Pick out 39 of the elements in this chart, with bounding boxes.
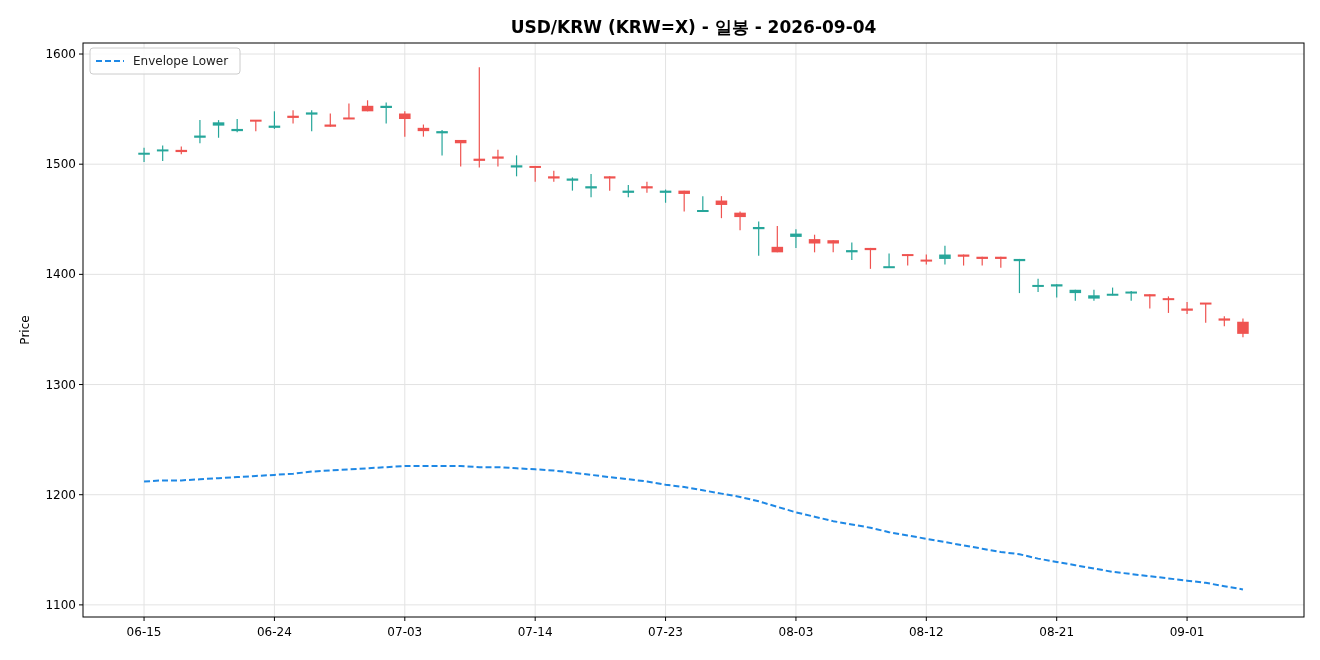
candlestick [641, 181, 653, 194]
y-tick-label: 1600 [45, 47, 76, 62]
x-tick-label: 06-15 [126, 625, 162, 639]
x-tick-label: 06-24 [256, 625, 292, 639]
candlestick [194, 119, 206, 144]
candlestick [343, 103, 355, 120]
candlestick [1199, 302, 1212, 324]
candlestick [585, 173, 597, 198]
candlestick [1181, 301, 1193, 315]
candlestick [1032, 278, 1044, 293]
x-tick-label: 08-21 [1039, 625, 1075, 639]
candlestick [492, 149, 504, 167]
candlestick [399, 110, 411, 138]
legend: Envelope Lower [89, 47, 241, 75]
x-tick-label: 09-01 [1169, 625, 1205, 639]
candlestick [138, 147, 150, 163]
legend-label: Envelope Lower [133, 54, 229, 68]
candlestick [939, 245, 951, 266]
candlestick [305, 109, 318, 132]
y-tick-label: 1500 [45, 157, 76, 172]
x-tick-label: 08-12 [908, 625, 944, 639]
chart-title: USD/KRW (KRW=X) - 일봉 - 2026-09-04 [510, 17, 877, 37]
candlestick [734, 210, 746, 231]
y-axis-title: Price [18, 315, 32, 345]
candlestick [1237, 317, 1249, 338]
y-tick-label: 1200 [45, 487, 76, 502]
candlestick [287, 109, 299, 125]
candlestick [380, 101, 392, 125]
x-tick-label: 07-03 [387, 625, 423, 639]
x-tick-label: 08-03 [778, 625, 814, 639]
candlestick [883, 252, 895, 269]
y-tick-label: 1400 [45, 267, 76, 282]
y-tick-label: 1100 [45, 597, 76, 612]
candlestick [1088, 289, 1100, 302]
x-tick-label: 07-23 [648, 625, 683, 639]
y-tick-label: 1300 [45, 377, 76, 392]
x-tick-label: 07-14 [517, 625, 553, 639]
candlestick [436, 129, 448, 156]
candlestick [790, 228, 802, 249]
